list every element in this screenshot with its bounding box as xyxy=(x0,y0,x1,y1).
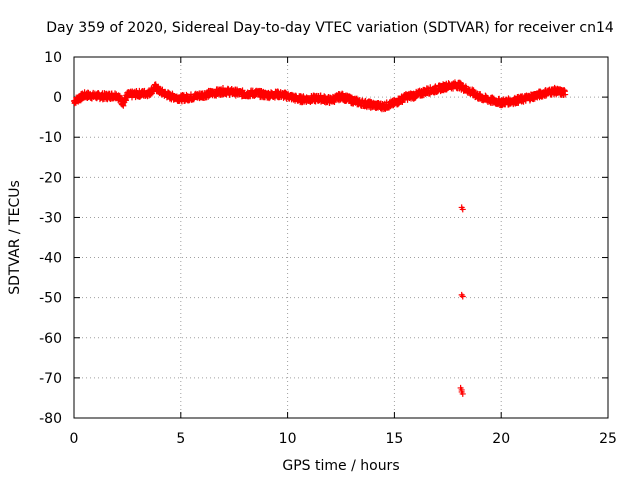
y-tick-label: -40 xyxy=(39,251,62,267)
y-tick-labels: 10 0 -10 -20 -30 -40 -50 -60 -70 -80 xyxy=(39,50,62,427)
y-axis-label: SDTVAR / TECUs xyxy=(7,180,23,295)
y-tick-label: -10 xyxy=(39,130,62,146)
x-tick-labels: 0 5 10 15 20 25 xyxy=(70,431,617,447)
y-tick-label: 10 xyxy=(44,50,62,66)
x-tick-label: 0 xyxy=(70,431,79,447)
data-point xyxy=(459,390,466,397)
y-tick-label: -30 xyxy=(39,210,62,226)
y-tick-label: -70 xyxy=(39,371,62,387)
data-points xyxy=(71,79,569,397)
data-point xyxy=(459,206,466,213)
data-point xyxy=(562,91,569,98)
data-point xyxy=(459,293,466,300)
x-tick-label: 5 xyxy=(176,431,185,447)
x-tick-label: 15 xyxy=(385,431,403,447)
data-point xyxy=(239,87,246,94)
y-tick-label: 0 xyxy=(53,90,62,106)
chart-title: Day 359 of 2020, Sidereal Day-to-day VTE… xyxy=(46,20,614,36)
y-tick-label: -80 xyxy=(39,411,62,427)
y-tick-label: -50 xyxy=(39,291,62,307)
x-axis-label: GPS time / hours xyxy=(282,458,399,474)
x-tick-label: 25 xyxy=(599,431,617,447)
plot-frame xyxy=(73,56,609,419)
x-tick-label: 20 xyxy=(492,431,510,447)
axis-ticks xyxy=(73,56,609,419)
y-tick-label: -20 xyxy=(39,170,62,186)
y-tick-label: -60 xyxy=(39,331,62,347)
x-tick-label: 10 xyxy=(279,431,297,447)
grid-lines xyxy=(74,57,608,418)
